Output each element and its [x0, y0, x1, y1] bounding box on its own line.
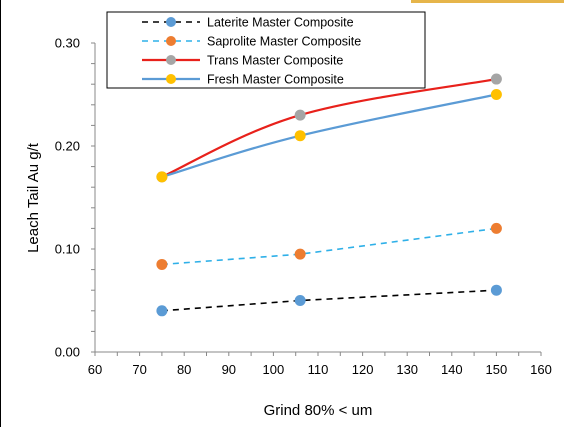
y-tick-labels: 0.00 0.10 0.20 0.30: [55, 36, 80, 360]
data-point: [490, 284, 502, 296]
legend: Laterite Master Composite Saprolite Maste…: [106, 11, 426, 89]
legend-label-3: Trans Master Composite: [207, 54, 343, 68]
top-accent-bar: [411, 0, 564, 3]
legend-box: [106, 11, 426, 89]
series-line-2: [161, 227, 497, 266]
data-point: [156, 171, 168, 183]
x-tick-label: 120: [352, 362, 374, 377]
series-lines: [161, 77, 497, 312]
data-point: [490, 222, 502, 234]
x-tick-label: 160: [530, 362, 552, 377]
legend-marker-2: [166, 36, 176, 46]
x-axis-title: Grind 80% < um: [264, 402, 373, 419]
data-point: [490, 73, 502, 85]
x-tick-label: 140: [441, 362, 463, 377]
axes: [91, 42, 542, 356]
y-tick-label: 0.20: [55, 139, 80, 154]
x-tick-label: 80: [177, 362, 191, 377]
series-markers: [156, 73, 502, 317]
y-tick-label: 0.30: [55, 36, 80, 51]
x-tick-label: 150: [486, 362, 508, 377]
x-tick-label: 60: [88, 362, 102, 377]
y-tick-label: 0.10: [55, 242, 80, 257]
x-tick-label: 130: [396, 362, 418, 377]
y-tick-label: 0.00: [55, 345, 80, 360]
series-line-1: [161, 289, 497, 312]
data-point: [294, 109, 306, 121]
legend-label-4: Fresh Master Composite: [207, 73, 344, 87]
legend-marker-1: [166, 17, 176, 27]
x-tick-label: 90: [222, 362, 236, 377]
data-point: [294, 248, 306, 260]
legend-label-2: Saprolite Master Composite: [207, 35, 361, 49]
legend-marker-3: [166, 55, 176, 65]
y-axis-title: Leach Tail Au g/t: [25, 142, 42, 253]
x-tick-label: 100: [263, 362, 285, 377]
data-point: [294, 130, 306, 142]
data-point: [156, 305, 168, 317]
data-point: [490, 89, 502, 100]
x-tick-label: 110: [308, 362, 329, 377]
x-tick-label: 70: [132, 362, 146, 377]
data-point: [156, 258, 168, 270]
data-point: [294, 295, 306, 306]
x-tick-labels: 60 70 80 90 100 110 120 130 140 150 160: [88, 362, 552, 377]
legend-label-1: Laterite Master Composite: [207, 16, 354, 30]
legend-marker-4: [166, 74, 176, 84]
